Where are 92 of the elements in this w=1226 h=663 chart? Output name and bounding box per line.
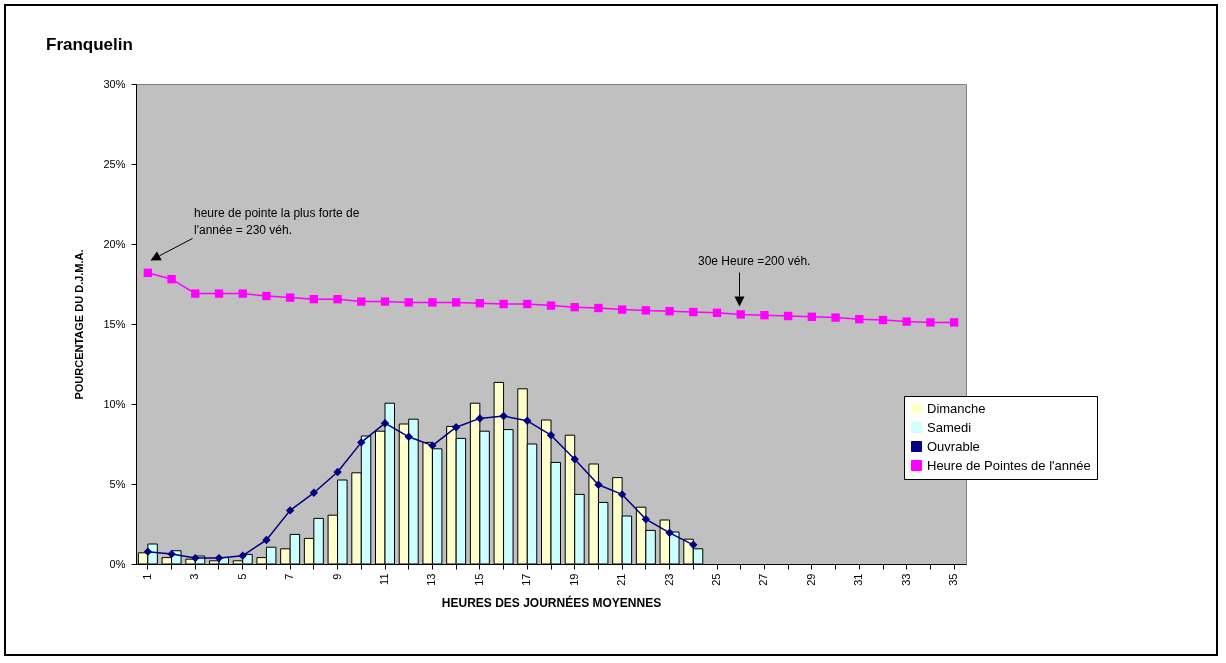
point: [285, 293, 295, 302]
y-tick-label: 15%: [103, 317, 126, 330]
point: [214, 289, 224, 298]
point: [855, 315, 864, 324]
x-tick-label: 29: [804, 573, 817, 586]
point: [689, 540, 698, 549]
x-tick-label: 25: [710, 573, 722, 586]
point: [641, 515, 651, 524]
point: [428, 298, 437, 307]
x-tick-label: 15: [472, 573, 485, 586]
point: [380, 419, 390, 428]
x-tick-label: 17: [520, 573, 533, 586]
x-tick-label: 3: [188, 573, 201, 580]
y-axis-title: POURCENTAGE DU D.J.M.A.: [73, 249, 86, 400]
point: [831, 313, 840, 322]
annotation: heure de pointe la plus forte de l'année = 230 véh.: [194, 206, 360, 237]
point: [689, 307, 698, 317]
point: [451, 423, 461, 432]
point: [191, 289, 200, 298]
legend-label: Dimanche: [927, 400, 986, 416]
point: [475, 414, 485, 423]
point: [902, 317, 911, 326]
point: [523, 299, 532, 309]
y-tick-label: 0%: [109, 557, 126, 570]
point: [238, 551, 247, 560]
point: [570, 303, 579, 312]
point: [167, 275, 176, 284]
annotation: 30e Heure =200 véh.: [698, 254, 811, 268]
chart-title: Franquelin: [46, 35, 133, 54]
point: [404, 432, 413, 441]
point: [475, 299, 485, 308]
point: [949, 318, 959, 327]
point: [641, 306, 651, 315]
point: [262, 291, 271, 301]
point: [428, 441, 437, 450]
point: [262, 535, 271, 545]
point: [665, 528, 674, 537]
y-tick-label: 5%: [109, 477, 126, 490]
y-tick-label: 30%: [103, 77, 126, 90]
legend-label: Ouvrable: [927, 438, 980, 454]
point: [167, 549, 176, 559]
x-tick-label: 7: [283, 573, 296, 580]
point: [546, 301, 556, 310]
point: [594, 480, 603, 489]
point: [333, 467, 342, 477]
x-tick-label: 31: [852, 573, 865, 586]
point: [878, 315, 888, 325]
point: [357, 297, 366, 306]
point: [309, 488, 319, 497]
point: [665, 307, 674, 316]
point: [783, 311, 793, 321]
point: [546, 431, 556, 440]
point: [617, 490, 627, 499]
point: [570, 455, 579, 464]
legend-label: Heure de Pointes de l'année: [927, 457, 1091, 473]
point: [712, 308, 722, 317]
point: [191, 553, 200, 563]
point: [309, 295, 319, 304]
point: [807, 312, 817, 321]
point: [333, 295, 342, 304]
x-tick-label: 13: [425, 573, 438, 586]
point: [594, 303, 603, 313]
x-tick-label: 35: [947, 573, 960, 586]
x-axis-title: HEURES DES JOURNÉES MOYENNES: [441, 594, 662, 610]
point: [238, 289, 247, 298]
point: [214, 553, 224, 563]
y-tick-label: 25%: [103, 157, 126, 170]
point: [926, 318, 935, 327]
point: [451, 298, 461, 307]
x-tick-label: 11: [378, 573, 390, 585]
point: [357, 438, 366, 447]
point: [736, 310, 745, 319]
x-tick-label: 5: [235, 573, 248, 580]
x-tick-label: 1: [140, 573, 153, 580]
x-tick-label: 9: [330, 573, 343, 580]
x-tick-label: 27: [757, 573, 770, 586]
point: [499, 299, 508, 309]
y-tick-label: 20%: [103, 237, 126, 250]
point: [404, 298, 413, 307]
y-tick-label: 10%: [103, 397, 126, 410]
x-tick-label: 21: [615, 573, 628, 586]
point: [380, 297, 390, 306]
point: [617, 305, 627, 314]
x-tick-label: 23: [662, 573, 675, 586]
point: [499, 411, 508, 421]
legend-label: Samedi: [927, 419, 972, 435]
point: [760, 311, 769, 320]
x-tick-label: 33: [899, 573, 912, 586]
x-tick-label: 19: [567, 573, 580, 586]
point: [523, 416, 532, 425]
point: [143, 268, 153, 277]
point: [285, 506, 295, 515]
